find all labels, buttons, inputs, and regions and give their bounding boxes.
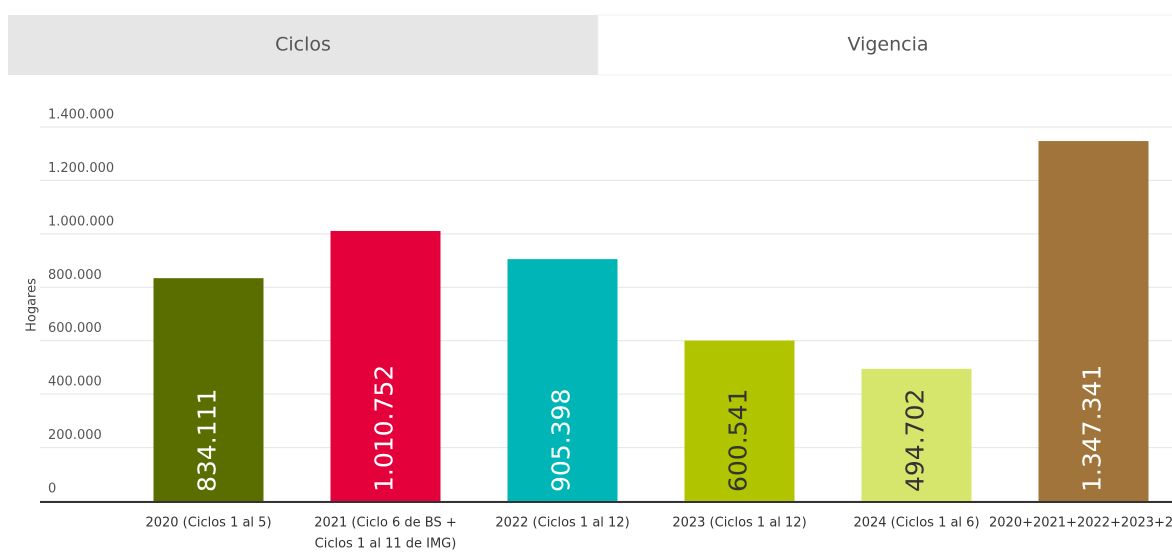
x-tick-label: 2020+2021+2022+2023+2024 — [989, 516, 1172, 531]
y-tick-label: 400.000 — [48, 375, 102, 390]
x-tick-label: 2021 (Ciclo 6 de BS + — [314, 516, 457, 531]
value-label: 1.347.341 — [1078, 365, 1107, 492]
value-label: 834.111 — [193, 389, 222, 492]
value-label: 494.702 — [901, 389, 930, 492]
bar — [507, 259, 618, 501]
tab-background[interactable] — [8, 15, 598, 75]
y-tick-label: 1.400.000 — [48, 108, 114, 123]
bar — [684, 340, 795, 501]
bar — [1038, 141, 1149, 501]
y-tick-label: 1.000.000 — [48, 214, 114, 229]
y-tick-label: 1.200.000 — [48, 161, 114, 176]
x-tick-label: 2022 (Ciclos 1 al 12) — [495, 516, 629, 531]
bar — [330, 230, 441, 502]
value-label: 905.398 — [547, 389, 576, 492]
tab-background-active[interactable] — [597, 14, 1172, 76]
y-tick-label: 0 — [48, 482, 56, 497]
bar — [861, 368, 972, 501]
y-tick-label: 800.000 — [48, 268, 102, 283]
x-tick-label: 2023 (Ciclos 1 al 12) — [672, 516, 806, 531]
tab[interactable]: Vigencia — [847, 34, 928, 56]
x-tick-label: 2020 (Ciclos 1 al 5) — [145, 516, 271, 531]
x-tick-label: 2024 (Ciclos 1 al 6) — [853, 516, 979, 531]
value-label: 600.541 — [724, 389, 753, 492]
bar — [153, 278, 264, 501]
tab[interactable]: Ciclos — [275, 34, 331, 56]
y-tick-label: 600.000 — [48, 321, 102, 336]
x-tick-label: Ciclos 1 al 11 de IMG) — [315, 537, 457, 552]
y-tick-label: 200.000 — [48, 428, 102, 443]
value-label: 1.010.752 — [370, 365, 399, 492]
y-axis-title: Hogares — [25, 278, 40, 332]
